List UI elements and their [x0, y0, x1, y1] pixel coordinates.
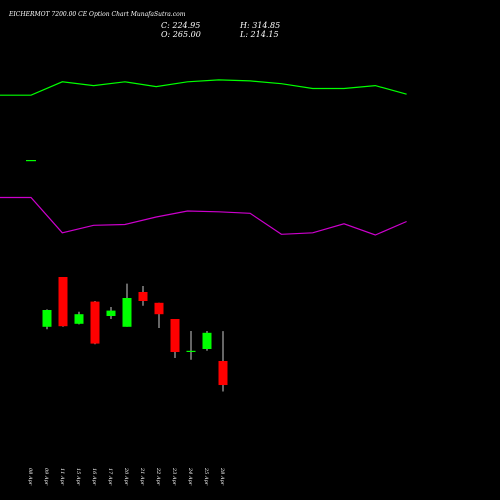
close-value: C: 224.95 [161, 21, 201, 30]
candle-17-apr [106, 307, 116, 319]
open-value: O: 265.00 [161, 30, 201, 39]
candle-24-apr [186, 331, 196, 360]
indicator-lines [0, 79, 407, 236]
candles [26, 160, 228, 392]
candle-20-apr [122, 283, 132, 327]
high-value: H: 314.85 [240, 21, 281, 30]
x-tick-label: 20 Apr [123, 467, 129, 486]
x-tick-label: 21 Apr [139, 467, 145, 486]
candle-09-apr [42, 309, 52, 330]
candle-11-apr [58, 277, 68, 327]
candle-body [202, 332, 212, 349]
x-tick-label: 25 Apr [203, 467, 209, 486]
candle-21-apr [138, 286, 148, 306]
x-tick-label: 11 Apr [59, 468, 65, 486]
candle-23-apr [170, 319, 180, 358]
candle-body [58, 277, 68, 327]
candle-body [170, 319, 180, 352]
x-tick-label: 23 Apr [171, 467, 177, 486]
x-tick-label: 15 Apr [75, 468, 81, 486]
candle-body [138, 292, 148, 301]
upper-indicator-line [0, 79, 407, 96]
candle-body [218, 361, 228, 386]
x-tick-label: 09 Apr [43, 468, 49, 486]
x-axis-labels: 08 Apr 09 Apr 11 Apr 15 Apr 16 Apr 17 Apr 20 A… [27, 467, 225, 486]
candle-28-apr [218, 331, 228, 392]
x-tick-label: 22 Apr [155, 467, 161, 486]
candle-body [90, 301, 100, 344]
candle-22-apr [154, 302, 164, 328]
x-tick-label: 24 Apr [187, 467, 193, 486]
x-tick-label: 16 Apr [91, 468, 97, 486]
candle-15-apr [74, 311, 84, 325]
lower-indicator-line [0, 196, 407, 236]
chart-title: EICHERMOT 7200.00 CE Option Chart Munafa… [9, 11, 186, 18]
candle-body [26, 160, 36, 162]
x-tick-label: 17 Apr [107, 468, 113, 486]
candle-08-apr [26, 160, 36, 162]
candle-body [42, 310, 52, 327]
candle-body [154, 302, 164, 315]
candle-body [74, 314, 84, 324]
candle-body [106, 310, 116, 316]
x-tick-label: 08 Apr [27, 468, 33, 486]
candle-16-apr [90, 301, 100, 345]
x-tick-label: 28 Apr [219, 467, 225, 486]
candle-25-apr [202, 331, 212, 351]
low-value: L: 214.15 [240, 30, 279, 39]
candle-body [122, 298, 132, 327]
candle-body [186, 350, 196, 352]
